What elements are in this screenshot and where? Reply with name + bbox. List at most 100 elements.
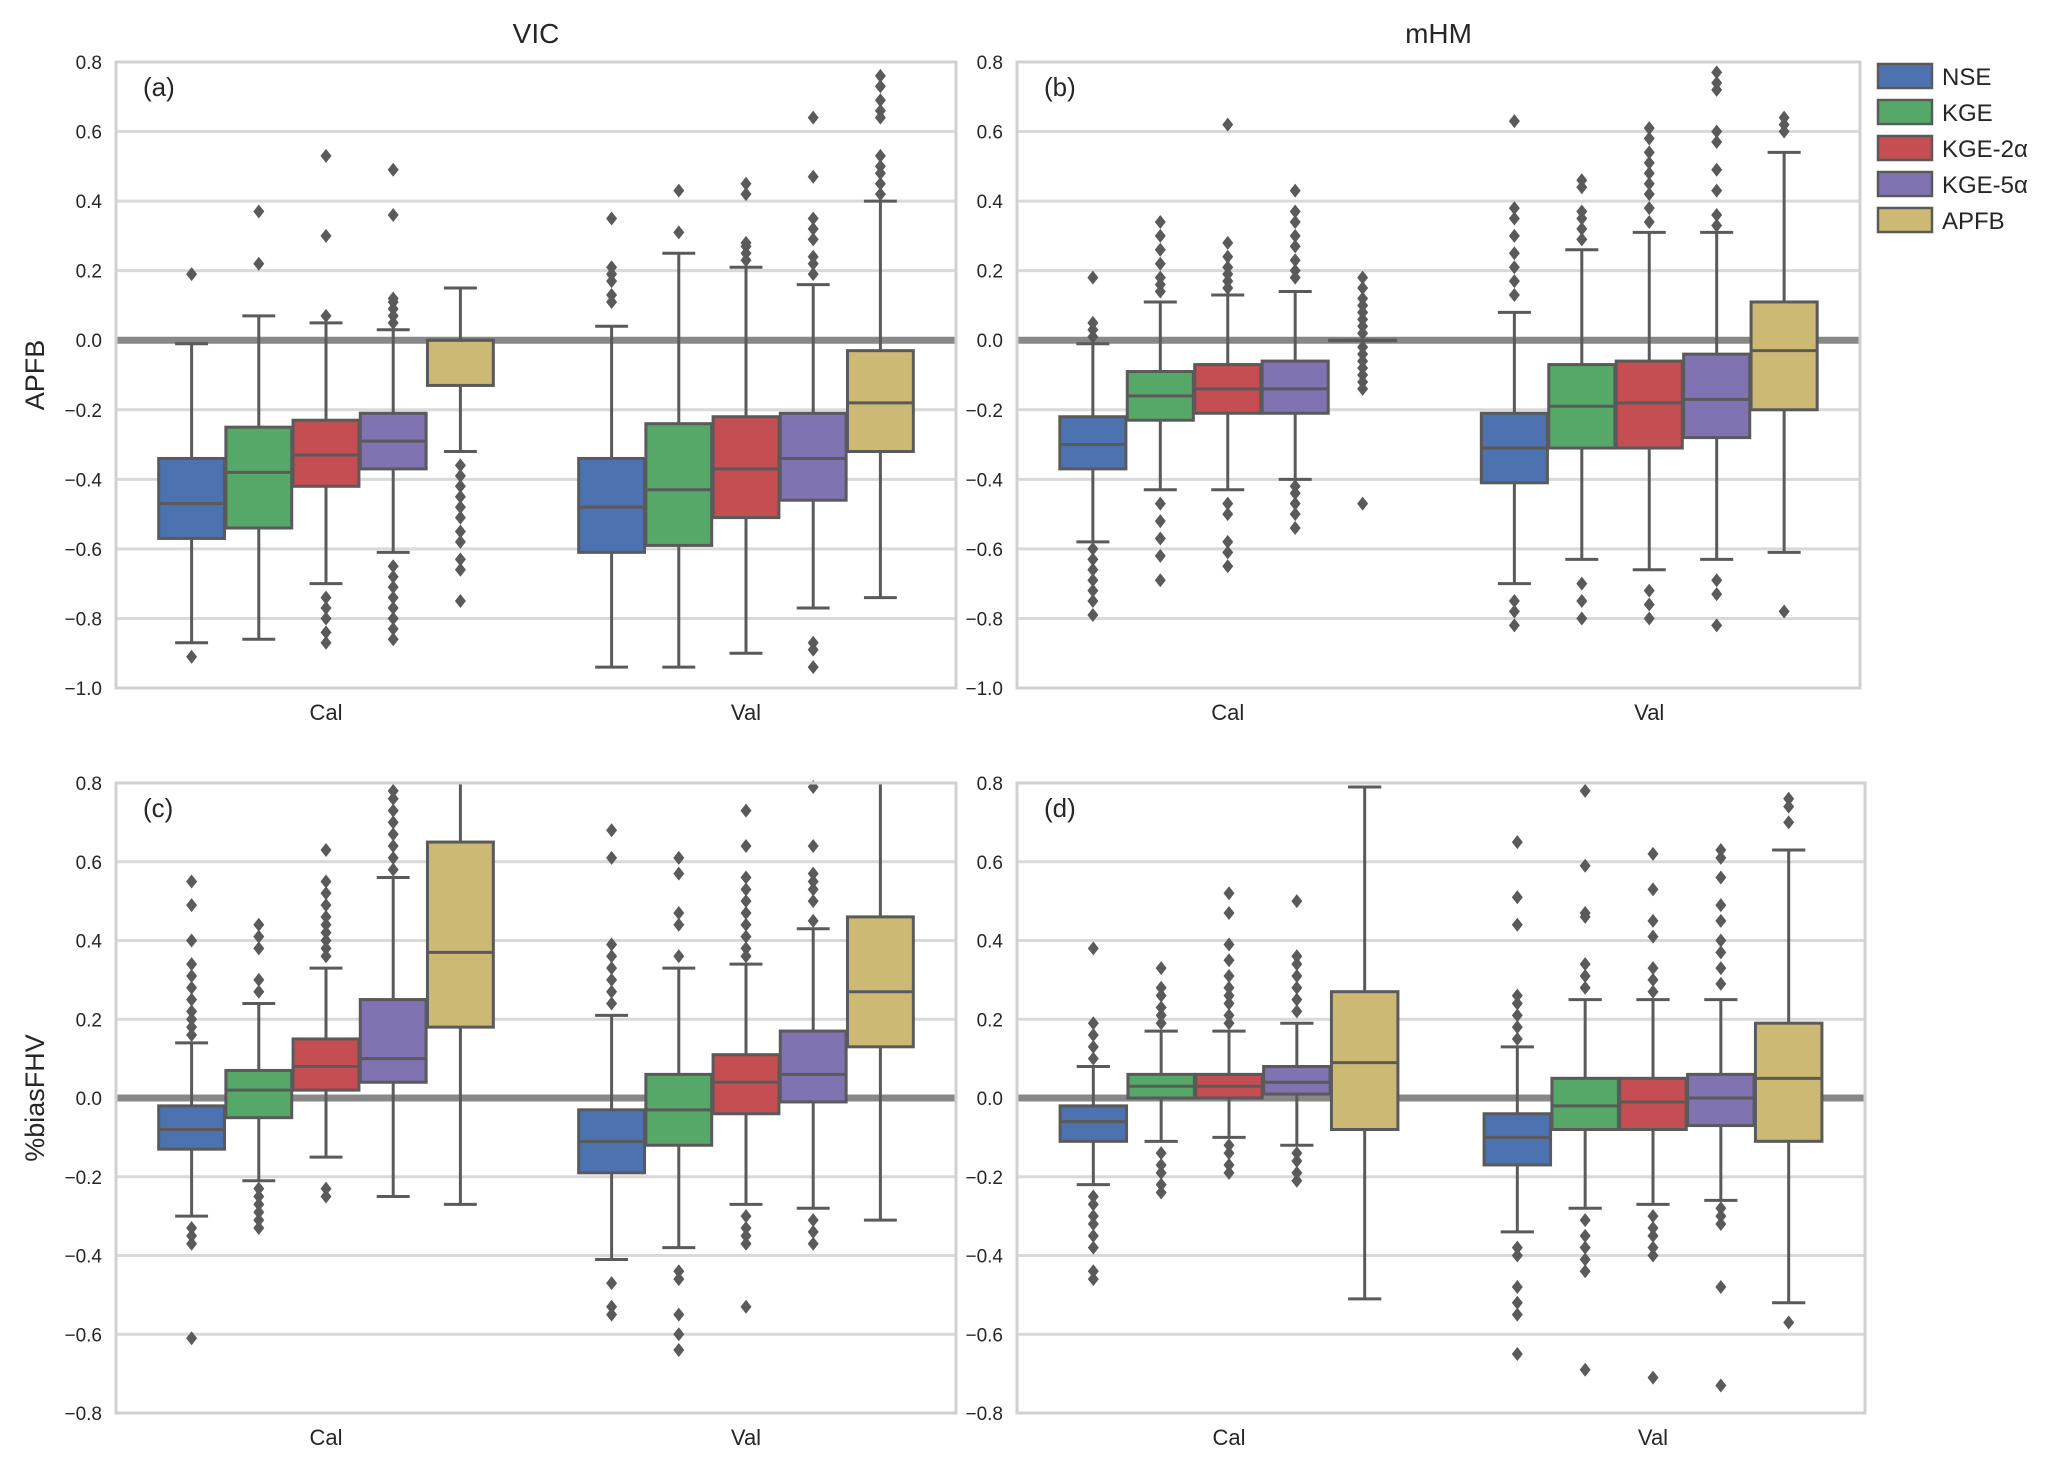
outlier-point [740,941,752,956]
outlier-point [186,992,198,1007]
outlier-point [320,611,332,626]
outlier-point [807,110,819,125]
panel-label: (d) [1044,793,1076,823]
y-tick-label: 0.2 [977,1010,1003,1031]
outlier-point [454,534,466,549]
outlier-point [1511,1020,1523,1035]
y-tick-label: 0.8 [76,53,102,74]
legend-label: KGE [1942,100,1993,127]
outlier-point [673,183,685,198]
y-tick-label: 0.0 [977,1089,1003,1110]
outlier-point [874,93,886,108]
outlier-point [1579,1362,1591,1377]
outlier-point [454,479,466,494]
outlier-point [387,208,399,223]
outlier-point [807,1236,819,1251]
outlier-point [673,1272,685,1287]
outlier-point [1223,996,1235,1011]
outlier-point [454,468,466,483]
outlier-point [1087,594,1099,609]
box-body [778,411,848,502]
outlier-point [1647,1240,1659,1255]
box-body [1058,1104,1129,1143]
outlier-point [1715,976,1727,991]
box-body [157,1104,227,1151]
y-tick-label: −0.2 [64,401,102,422]
outlier-point [1289,228,1301,243]
outlier-point [807,882,819,897]
panel-b: −1.0 −0.8 −0.6 −0.4 −0.2 0.0 0.2 0.4 0.6 0.8 Cal Va… [965,18,1862,725]
box-body [425,338,495,387]
box-nse-val [1482,835,1553,1361]
x-category-label: Cal [1211,700,1244,725]
outlier-point [320,601,332,616]
outlier-point [1576,221,1588,236]
outlier-point [1291,1165,1303,1180]
outlier-point [1087,607,1099,622]
outlier-point [1576,611,1588,626]
panel-label: (b) [1044,72,1076,102]
outlier-point [1711,162,1723,177]
outlier-point [874,68,886,83]
outlier-point [320,1189,332,1204]
y-tick-label: −0.6 [965,1325,1003,1346]
outlier-point [874,103,886,118]
box-kge-5--cal [358,783,428,1198]
y-tick-label: 0.2 [76,1010,102,1031]
outlier-point [807,1224,819,1239]
outlier-point [1508,288,1520,303]
outlier-point [1715,1209,1727,1224]
outlier-point [387,601,399,616]
y-tick-label: −0.2 [64,1168,102,1189]
outlier-point [1579,858,1591,873]
box-nse-cal [157,267,227,664]
outlier-point [1154,548,1166,563]
outlier-point [1508,260,1520,275]
outlier-point [253,972,265,987]
outlier-point [387,580,399,595]
outlier-point [1222,534,1234,549]
outlier-point [807,660,819,675]
box-apfb-cal [425,286,495,609]
outlier-point [1647,846,1659,861]
outlier-point [1223,1016,1235,1031]
outlier-point [606,996,618,1011]
outlier-point [606,972,618,987]
x-category-label: Cal [309,1425,342,1450]
outlier-point [740,235,752,250]
outlier-point [1087,1272,1099,1287]
y-tick-label: 0.0 [977,331,1003,352]
outlier-point [387,783,399,798]
outlier-point [1087,270,1099,285]
outlier-point [1155,961,1167,976]
outlier-point [320,590,332,605]
outlier-point [186,933,198,948]
box-body [358,998,428,1084]
outlier-point [1576,594,1588,609]
outlier-point [1087,583,1099,598]
y-tick-label: −0.4 [965,470,1003,491]
outlier-point [1357,291,1369,306]
outlier-point [1357,496,1369,511]
outlier-point [1715,913,1727,928]
y-tick-label: 0.2 [977,262,1003,283]
outlier-point [320,909,332,924]
box-kge-5--val [778,779,848,1251]
outlier-point [1087,1028,1099,1042]
outlier-point [1511,1248,1523,1263]
outlier-point [186,1012,198,1027]
outlier-point [1715,850,1727,865]
outlier-point [1223,1157,1235,1172]
outlier-point [1155,1008,1167,1023]
outlier-point [253,929,265,944]
outlier-point [1087,1197,1099,1212]
x-category-label: Val [1638,1425,1668,1450]
outlier-point [1087,315,1099,330]
outlier-point [253,204,265,219]
box-kge-2--cal [1193,117,1263,574]
outlier-point [1508,246,1520,261]
box-body [224,1068,294,1120]
outlier-point [253,1197,265,1212]
outlier-point [186,874,198,889]
y-tick-label: 0.6 [76,853,102,874]
